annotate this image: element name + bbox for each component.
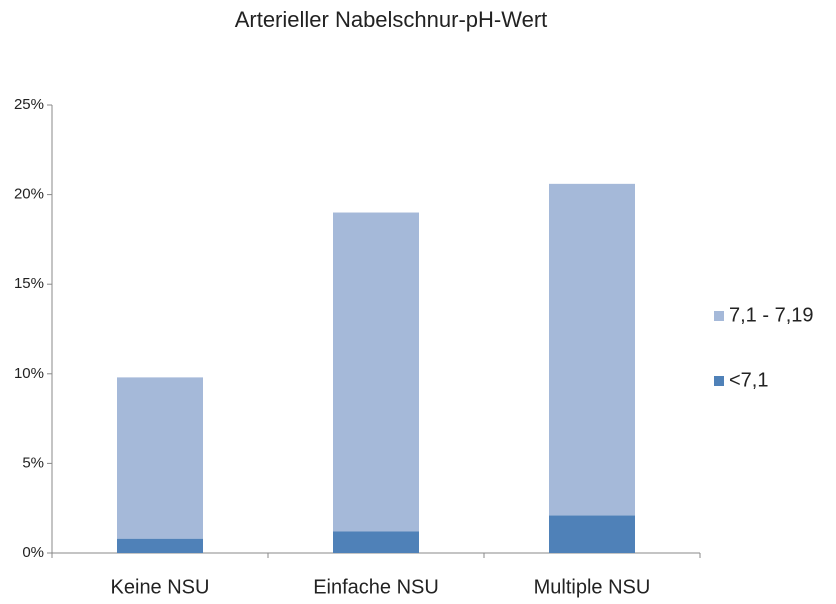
legend-label: <7,1 <box>729 369 768 391</box>
x-tick-label: Einfache NSU <box>313 576 439 598</box>
bar-segment <box>333 531 419 553</box>
legend-swatch <box>714 376 724 386</box>
bar-segment <box>117 538 203 553</box>
y-tick-label: 20% <box>14 186 44 203</box>
legend-label: 7,1 - 7,19 <box>729 304 814 326</box>
legend-swatch <box>714 311 724 321</box>
x-tick-label: Keine NSU <box>111 576 210 598</box>
y-tick-label: 5% <box>22 454 44 471</box>
x-tick-label: Multiple NSU <box>534 576 651 598</box>
y-tick-label: 10% <box>14 365 44 382</box>
bar-segment <box>333 212 419 532</box>
y-tick-label: 0% <box>22 544 44 561</box>
bar-segment <box>549 183 635 516</box>
y-tick-label: 25% <box>14 96 44 113</box>
bar-segment <box>117 377 203 539</box>
y-tick-label: 15% <box>14 275 44 292</box>
bar-segment <box>549 515 635 553</box>
chart-title: Arterieller Nabelschnur-pH-Wert <box>235 7 548 32</box>
